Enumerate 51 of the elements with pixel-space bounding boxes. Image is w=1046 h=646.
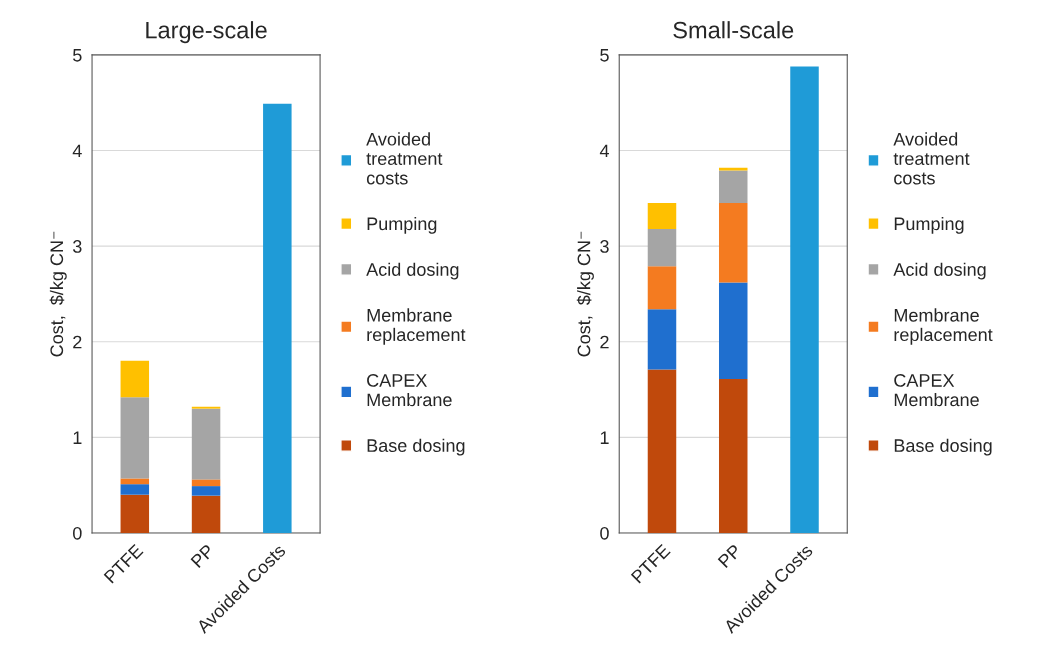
bar [647, 228, 677, 267]
y-tick-label: 3 [72, 240, 82, 253]
y-tick-label: 1 [73, 431, 82, 444]
y-axis-title: Cost, $/kg CN⁻ [576, 231, 594, 357]
chart-title: Large-scale [146, 21, 267, 44]
bar [718, 167, 748, 171]
x-tick-label: PP [190, 543, 215, 568]
bar [718, 170, 748, 204]
bar [263, 103, 292, 533]
legend-label: Membrane replacement [367, 308, 466, 345]
legend-label: Base dosing [894, 438, 992, 456]
y-tick-label: 2 [600, 335, 609, 349]
bar [790, 66, 819, 533]
bar [120, 397, 150, 479]
bar [718, 282, 748, 380]
legend-label: Pumping [367, 216, 437, 234]
bar [191, 486, 221, 496]
bar [120, 484, 150, 495]
bar [647, 309, 677, 370]
y-tick-label: 5 [73, 49, 82, 62]
y-tick-label: 0 [600, 526, 609, 540]
legend-label: Membrane replacement [894, 308, 993, 345]
bar [647, 203, 677, 229]
y-axis-title: Cost, $/kg CN⁻ [49, 231, 67, 357]
legend-label: CAPEX Membrane [894, 374, 979, 407]
bar [191, 495, 221, 533]
bar [120, 360, 150, 398]
bar [191, 408, 221, 480]
x-tick-label: PP [717, 543, 742, 568]
y-tick-label: 5 [600, 49, 609, 62]
legend-label: Base dosing [367, 438, 465, 456]
legend-label: Avoided treatment costs [893, 132, 970, 185]
chart-title: Small-scale [673, 21, 794, 39]
y-tick-label: 0 [72, 526, 82, 540]
legend-label: Acid dosing [366, 262, 459, 280]
bar [647, 369, 677, 533]
y-tick-label: 4 [599, 144, 609, 158]
bar [718, 203, 748, 283]
y-tick-label: 2 [73, 335, 82, 349]
legend-label: CAPEX Membrane [367, 374, 452, 407]
bar [120, 478, 150, 485]
bar [191, 479, 221, 487]
legend-label: Avoided treatment costs [366, 132, 443, 185]
legend-label: Pumping [894, 216, 964, 234]
bar [647, 266, 677, 310]
y-tick-label: 3 [600, 240, 609, 253]
bar [718, 379, 748, 533]
y-tick-label: 1 [600, 431, 609, 444]
y-tick-label: 4 [72, 144, 82, 158]
legend-label: Acid dosing [893, 262, 986, 280]
bar [120, 494, 150, 533]
